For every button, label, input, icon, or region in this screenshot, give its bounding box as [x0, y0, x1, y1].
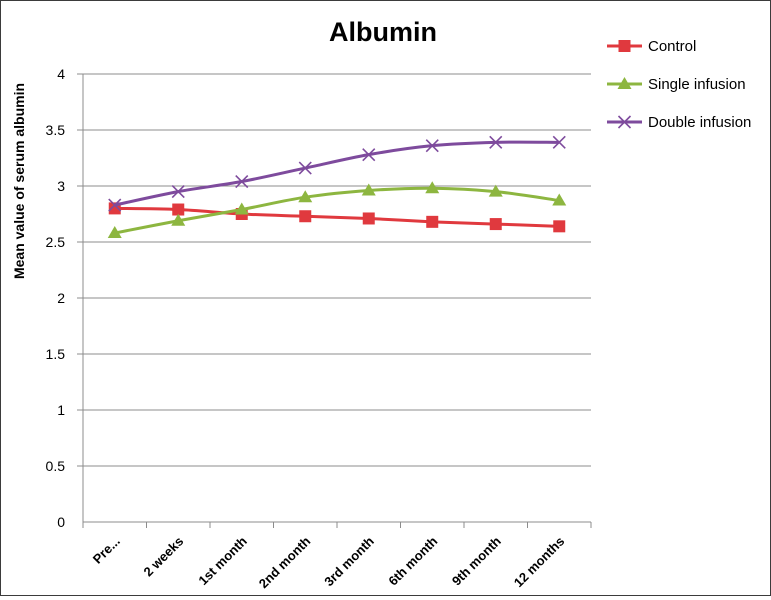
- data-point-control: [489, 218, 502, 231]
- x-tick-labels: Pre... 2 weeks 1st month 2nd month 3rd month…: [90, 533, 568, 591]
- series-line-double-infusion: [114, 140, 560, 207]
- y-tick-label: 0: [57, 514, 65, 530]
- y-tick-label: 3: [57, 178, 65, 194]
- x-tick-label: 3rd month: [321, 533, 377, 589]
- y-tick-label: 4: [57, 66, 65, 82]
- marker-stroke: [171, 185, 185, 199]
- marker-stroke: [235, 174, 249, 189]
- x-tick-label: 9th month: [449, 533, 504, 588]
- data-point-control: [553, 220, 566, 233]
- x-tick-label: 12 months: [511, 534, 568, 591]
- marker-stroke: [108, 198, 122, 212]
- data-point-single-infusion: [361, 183, 376, 196]
- data-point-double-infusion: [552, 135, 566, 149]
- y-tick-label: 0.5: [46, 458, 66, 474]
- x-tick-label: 2nd month: [256, 533, 314, 591]
- data-point-single-infusion: [425, 181, 440, 194]
- y-axis-label: Mean value of serum albumin: [11, 83, 27, 279]
- y-tick-label: 2: [57, 290, 65, 306]
- data-point-double-infusion: [489, 135, 503, 149]
- legend-marker-control: [618, 40, 631, 52]
- data-point-double-infusion: [298, 161, 312, 175]
- legend-label-single-infusion: Single infusion: [648, 76, 746, 93]
- x-tick-label: Pre...: [90, 534, 123, 567]
- series-group: [107, 135, 567, 239]
- data-point-single-infusion: [234, 202, 249, 215]
- y-tick-label: 1.5: [46, 346, 66, 362]
- data-point-single-infusion: [552, 193, 567, 206]
- legend-label-control: Control: [648, 38, 696, 55]
- chart-title: Albumin: [329, 17, 437, 47]
- y-tick-label: 1: [57, 402, 65, 418]
- marker-stroke: [362, 148, 376, 162]
- axes: [77, 73, 592, 528]
- y-tick-label: 3.5: [46, 122, 66, 138]
- data-point-control: [172, 203, 185, 216]
- data-point-single-infusion: [107, 226, 122, 239]
- y-tick-labels: 0 0.5 1 1.5 2 2.5 3 3.5 4: [46, 66, 66, 530]
- data-point-control: [299, 210, 312, 223]
- marker-stroke: [298, 161, 312, 175]
- marker-stroke: [489, 135, 503, 149]
- y-tick-label: 2.5: [46, 234, 66, 250]
- data-point-double-infusion: [425, 139, 439, 153]
- data-point-double-infusion: [362, 148, 376, 162]
- data-point-control: [362, 212, 375, 225]
- data-point-single-infusion: [488, 184, 503, 197]
- legend-label-double-infusion: Double infusion: [648, 114, 751, 131]
- data-point-double-infusion: [235, 174, 249, 189]
- x-tick-label: 1st month: [195, 533, 250, 588]
- legend: Control Single infusion Double infusion: [607, 38, 751, 131]
- legend-marker-double-infusion: [617, 115, 632, 129]
- x-tick-label: 2 weeks: [140, 534, 186, 580]
- marker-stroke: [425, 139, 439, 153]
- marker-stroke: [552, 135, 566, 149]
- marker-stroke: [617, 115, 632, 129]
- data-point-double-infusion: [171, 185, 185, 199]
- data-point-single-infusion: [171, 213, 186, 226]
- data-point-double-infusion: [108, 198, 122, 212]
- legend-marker-single-infusion: [617, 77, 632, 89]
- data-point-single-infusion: [298, 190, 313, 203]
- gridlines: [83, 73, 591, 467]
- data-point-control: [426, 215, 439, 228]
- x-tick-label: 6th month: [385, 533, 440, 588]
